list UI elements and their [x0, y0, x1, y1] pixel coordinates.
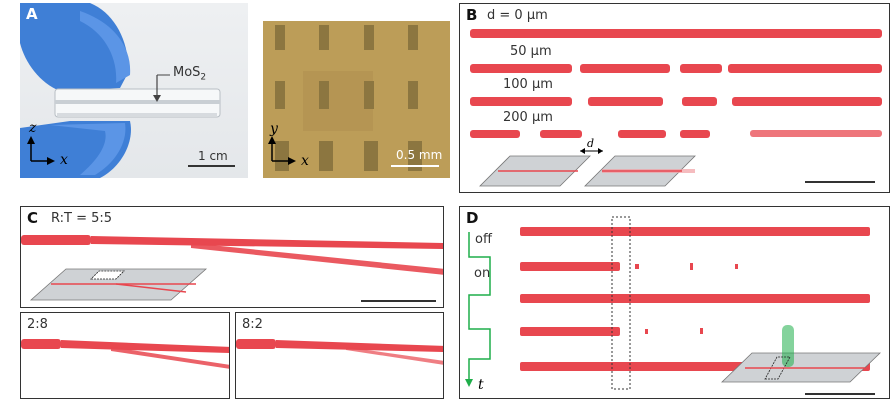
panel-d-label: D [466, 209, 479, 227]
panel-b-label: B [466, 6, 478, 24]
axis-x-label: x [60, 152, 68, 168]
panel-c-right: 8:2 [235, 312, 444, 399]
material-label: MoS2 [173, 65, 206, 83]
ratio-label-right: 8:2 [242, 317, 263, 332]
axis-z-label: z [29, 120, 37, 136]
panel-c-left: 2:8 [20, 312, 230, 399]
panel-c-right-beams [236, 339, 443, 365]
panel-c-left-beams [21, 339, 229, 369]
gap-label-200: 200 μm [503, 110, 553, 125]
panel-c-label: C [27, 209, 39, 227]
scale-bar-label-left: 1 cm [198, 149, 228, 163]
gap-label-100: 100 μm [503, 77, 553, 92]
panel-c: C R:T = 5:5 [20, 206, 444, 308]
gap-label-0: d = 0 μm [487, 8, 548, 23]
device-photo: A MoS2 z x 1 cm [20, 3, 248, 178]
panel-c-beams [21, 235, 443, 302]
state-off-label: off [475, 232, 492, 247]
scale-bar-label-right: 0.5 mm [396, 148, 443, 162]
micrograph: y x 0.5 mm [263, 21, 450, 178]
panel-b-beams [470, 29, 882, 187]
ratio-label-left: 2:8 [27, 317, 48, 332]
panel-d: D off on t [459, 206, 890, 399]
micrograph-art [263, 21, 450, 178]
panel-a-label: A [26, 5, 38, 23]
panel-a: A MoS2 z x 1 cm y x 0.5 mm [20, 3, 450, 178]
gap-label-50: 50 μm [510, 44, 552, 59]
state-on-label: on [474, 266, 491, 281]
panel-b: B d = 0 μm 50 μm 100 μm 200 μm d [459, 3, 890, 193]
panel-d-art [465, 216, 881, 395]
ratio-label-main: R:T = 5:5 [51, 211, 113, 226]
material-name: MoS [173, 65, 201, 80]
inset-gap-symbol: d [587, 137, 595, 150]
material-subscript: 2 [200, 72, 207, 83]
axis-x2-label: x [301, 153, 309, 169]
axis-y-label: y [270, 121, 278, 137]
time-axis-label: t [478, 377, 484, 393]
device-photo-art [20, 3, 235, 178]
